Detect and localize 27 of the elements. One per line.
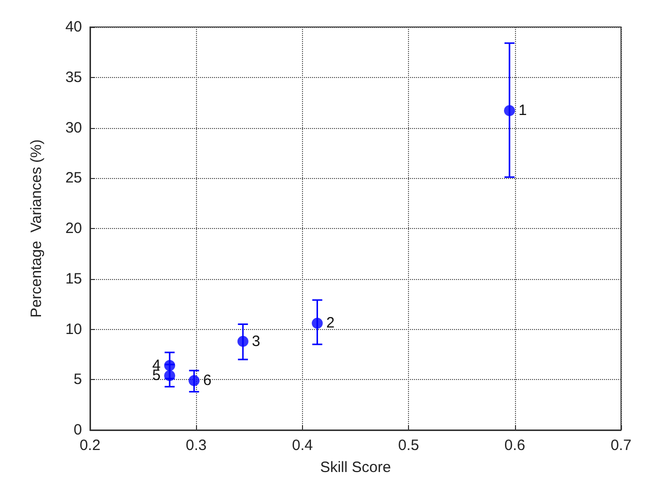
- x-tick-label: 0.2: [80, 437, 100, 454]
- y-tick-label: 10: [65, 320, 82, 338]
- point: [237, 336, 248, 347]
- annotation: 1: [518, 102, 527, 120]
- point: [164, 370, 176, 382]
- point: [504, 105, 515, 116]
- annotation: 2: [326, 314, 335, 332]
- y-tick-label: 15: [65, 270, 82, 288]
- x-tick-label: 0.5: [398, 437, 420, 454]
- point: [312, 318, 323, 329]
- y-tick-label: 35: [65, 68, 82, 86]
- x-tick-label: 0.7: [610, 437, 632, 454]
- annotation: 6: [203, 372, 212, 390]
- y-tick-label: 40: [65, 18, 82, 36]
- y-axis-title: Percentage Variances (%): [28, 139, 45, 318]
- point: [164, 360, 176, 372]
- y-tick-label: 25: [65, 170, 82, 187]
- y-tick-label: 5: [74, 371, 82, 388]
- y-tick-label: 30: [65, 119, 82, 136]
- x-tick-label: 0.4: [292, 437, 313, 454]
- x-axis-title: Skill Score: [320, 459, 391, 476]
- x-tick-label: 0.6: [504, 437, 526, 454]
- annotation: 3: [252, 332, 260, 350]
- x-tick-label: 0.3: [186, 437, 207, 454]
- y-tick-label: 20: [65, 220, 82, 237]
- y-tick-label: 0: [74, 422, 82, 438]
- point: [188, 375, 200, 386]
